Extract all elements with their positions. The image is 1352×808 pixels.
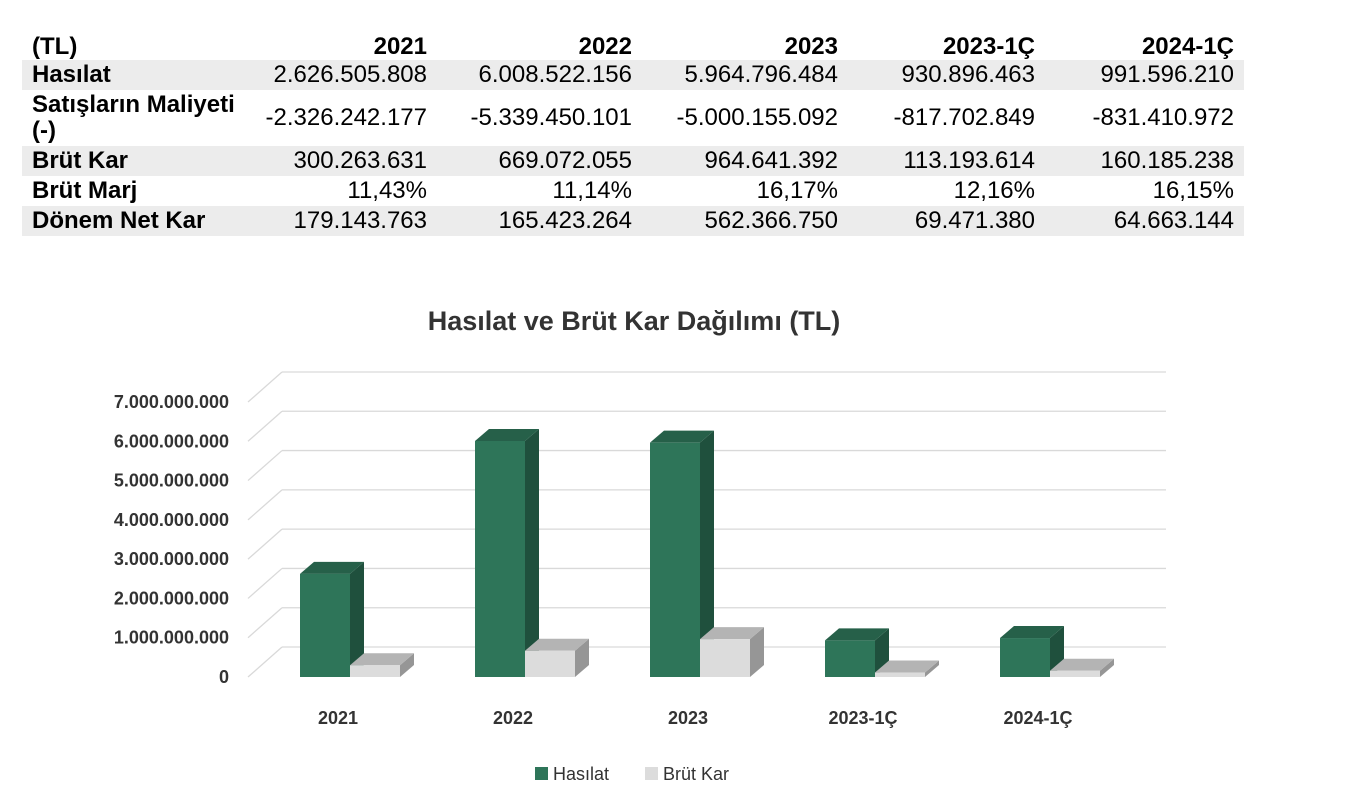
table-row: Satışların Maliyeti (-) -2.326.242.177 -… [22,90,1244,146]
x-tick-label: 2023-1Ç [828,708,897,728]
table-header-2023-1c: 2023-1Ç [942,33,1035,60]
y-tick-label: 0 [219,667,229,687]
bar-hasılat-2021 [300,561,364,677]
bar-brüt-kar-2023 [700,627,764,677]
table-header-2021: 2021 [373,33,427,60]
legend-label: Hasılat [553,764,609,784]
table-cell: 11,14% [552,177,632,204]
table-cell: -831.410.972 [1092,104,1234,131]
x-tick-label: 2022 [493,708,533,728]
table-header-unit: (TL) [32,33,78,60]
table-header-2024-1c: 2024-1Ç [1141,33,1234,60]
financial-table: (TL) 2021 2022 2023 2023-1Ç 2024-1Ç Hası… [22,30,1244,236]
table-cell: 964.641.392 [642,146,848,176]
gridline-side [247,450,283,482]
row-label: Brüt Kar [22,146,250,176]
table-cell: 64.663.144 [1045,206,1244,236]
chart-bars [300,428,1114,677]
table-cell: -5.339.450.101 [470,104,632,131]
table-cell: 2.626.505.808 [250,60,437,90]
table-cell: -5.000.155.092 [676,104,838,131]
table-cell: 6.008.522.156 [437,60,642,90]
table-cell: 179.143.763 [250,206,437,236]
y-tick-label: 5.000.000.000 [114,471,229,491]
row-label: Dönem Net Kar [22,206,250,236]
bar-brüt-kar-2023-1ç [875,660,939,677]
table-cell: -817.702.849 [893,104,1035,131]
x-tick-label: 2023 [668,708,708,728]
table-cell: 165.423.264 [437,206,642,236]
gridline-side [247,410,283,442]
bar-hasılat-2023-1ç [825,628,889,677]
x-tick-label: 2021 [318,708,358,728]
chart-gridlines [247,371,1166,678]
y-tick-label: 4.000.000.000 [114,510,229,530]
table-header-2022: 2022 [578,33,632,60]
legend-swatch [645,767,658,780]
table-header-row: (TL) 2021 2022 2023 2023-1Ç 2024-1Ç [22,30,1244,60]
legend-label: Brüt Kar [663,764,729,784]
table-cell: -2.326.242.177 [265,104,427,131]
table-cell: 5.964.796.484 [642,60,848,90]
revenue-gross-profit-chart: Hasılat ve Brüt Kar Dağılımı (TL) 0 1.000… [114,306,1166,784]
y-axis-tick-labels: 0 1.000.000.000 2.000.000.000 3.000.000.000… [114,392,229,687]
y-tick-label: 7.000.000.000 [114,392,229,412]
table-cell: 69.471.380 [848,206,1045,236]
y-tick-label: 6.000.000.000 [114,431,229,451]
row-label: Satışların Maliyeti (-) [32,91,235,144]
table-cell: 300.263.631 [250,146,437,176]
legend-swatch [535,767,548,780]
bar-brüt-kar-2024-1ç [1050,658,1114,677]
table-cell: 16,15% [1152,177,1234,204]
table-cell: 562.366.750 [642,206,848,236]
table-cell: 669.072.055 [437,146,642,176]
gridline-side [247,371,283,403]
table-header-2023: 2023 [784,33,838,60]
gridline-side [247,489,283,521]
x-tick-label: 2024-1Ç [1003,708,1072,728]
y-tick-label: 3.000.000.000 [114,549,229,569]
y-tick-label: 1.000.000.000 [114,628,229,648]
bar-hasılat-2022 [475,428,539,677]
bar-brüt-kar-2021 [350,653,414,677]
table-cell: 113.193.614 [848,146,1045,176]
gridline-side [247,567,283,599]
table-row: Hasılat 2.626.505.808 6.008.522.156 5.96… [22,60,1244,90]
x-axis-tick-labels: 2021 2022 2023 2023-1Ç 2024-1Ç [318,708,1073,728]
table-cell: 991.596.210 [1045,60,1244,90]
table-cell: 11,43% [347,177,427,204]
table-cell: 12,16% [953,177,1035,204]
y-tick-label: 2.000.000.000 [114,588,229,608]
chart-legend: Hasılat Brüt Kar [535,764,729,784]
gridline-side [247,607,283,639]
bar-hasılat-2023 [650,430,714,677]
table-row: Brüt Marj 11,43% 11,14% 16,17% 12,16% 16… [22,176,1244,206]
row-label: Hasılat [22,60,250,90]
table-row: Dönem Net Kar 179.143.763 165.423.264 56… [22,206,1244,236]
table-cell: 160.185.238 [1045,146,1244,176]
gridline-side [247,528,283,560]
table-cell: 930.896.463 [848,60,1045,90]
chart-title: Hasılat ve Brüt Kar Dağılımı (TL) [428,306,841,336]
table-row: Brüt Kar 300.263.631 669.072.055 964.641… [22,146,1244,176]
gridline-side [247,646,283,678]
row-label: Brüt Marj [32,177,138,204]
table-cell: 16,17% [756,177,838,204]
bar-brüt-kar-2022 [525,638,589,677]
